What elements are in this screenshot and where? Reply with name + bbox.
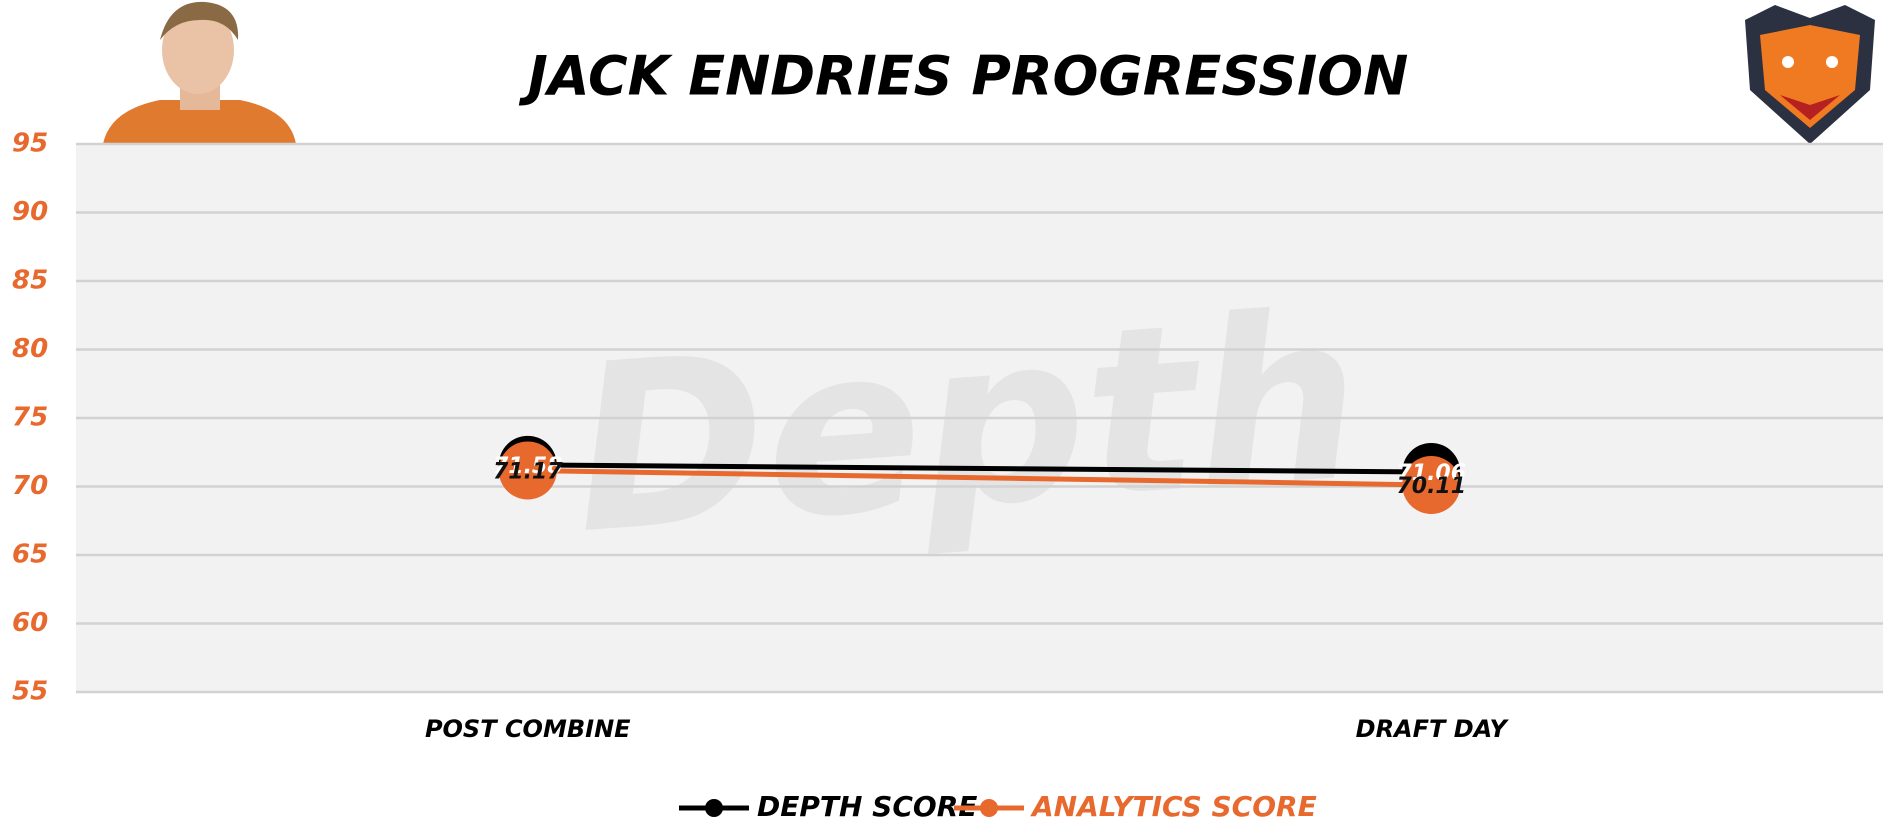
x-tick-label: POST COMBINE <box>425 715 631 743</box>
data-point <box>1402 455 1461 514</box>
legend-marker <box>705 799 723 817</box>
legend-marker <box>980 799 998 817</box>
data-label: 71.06 <box>1396 461 1466 486</box>
data-label: 71.58 <box>493 454 563 479</box>
watermark: Depth <box>566 264 1368 585</box>
y-tick-label: 90 <box>12 197 48 227</box>
y-tick-label: 70 <box>12 471 48 501</box>
y-tick-label: 75 <box>12 403 48 433</box>
series-line <box>527 462 1432 475</box>
data-point <box>498 441 557 500</box>
y-tick-label: 55 <box>12 677 48 707</box>
legend-label: DEPTH SCORE <box>757 790 977 823</box>
data-label: 70.11 <box>1396 474 1466 499</box>
data-label: 71.17 <box>493 459 563 484</box>
y-tick-label: 65 <box>12 540 48 570</box>
x-tick-label: DRAFT DAY <box>1356 715 1510 743</box>
chart-title: JACK ENDRIES PROGRESSION <box>519 45 1409 108</box>
y-tick-label: 95 <box>12 129 48 159</box>
y-tick-label: 85 <box>12 266 48 296</box>
y-tick-label: 80 <box>12 334 48 364</box>
team-logo <box>1745 5 1875 144</box>
legend-label: ANALYTICS SCORE <box>1030 790 1317 823</box>
y-tick-label: 60 <box>12 608 48 638</box>
series-line <box>527 467 1432 488</box>
player-photo <box>103 1 296 144</box>
